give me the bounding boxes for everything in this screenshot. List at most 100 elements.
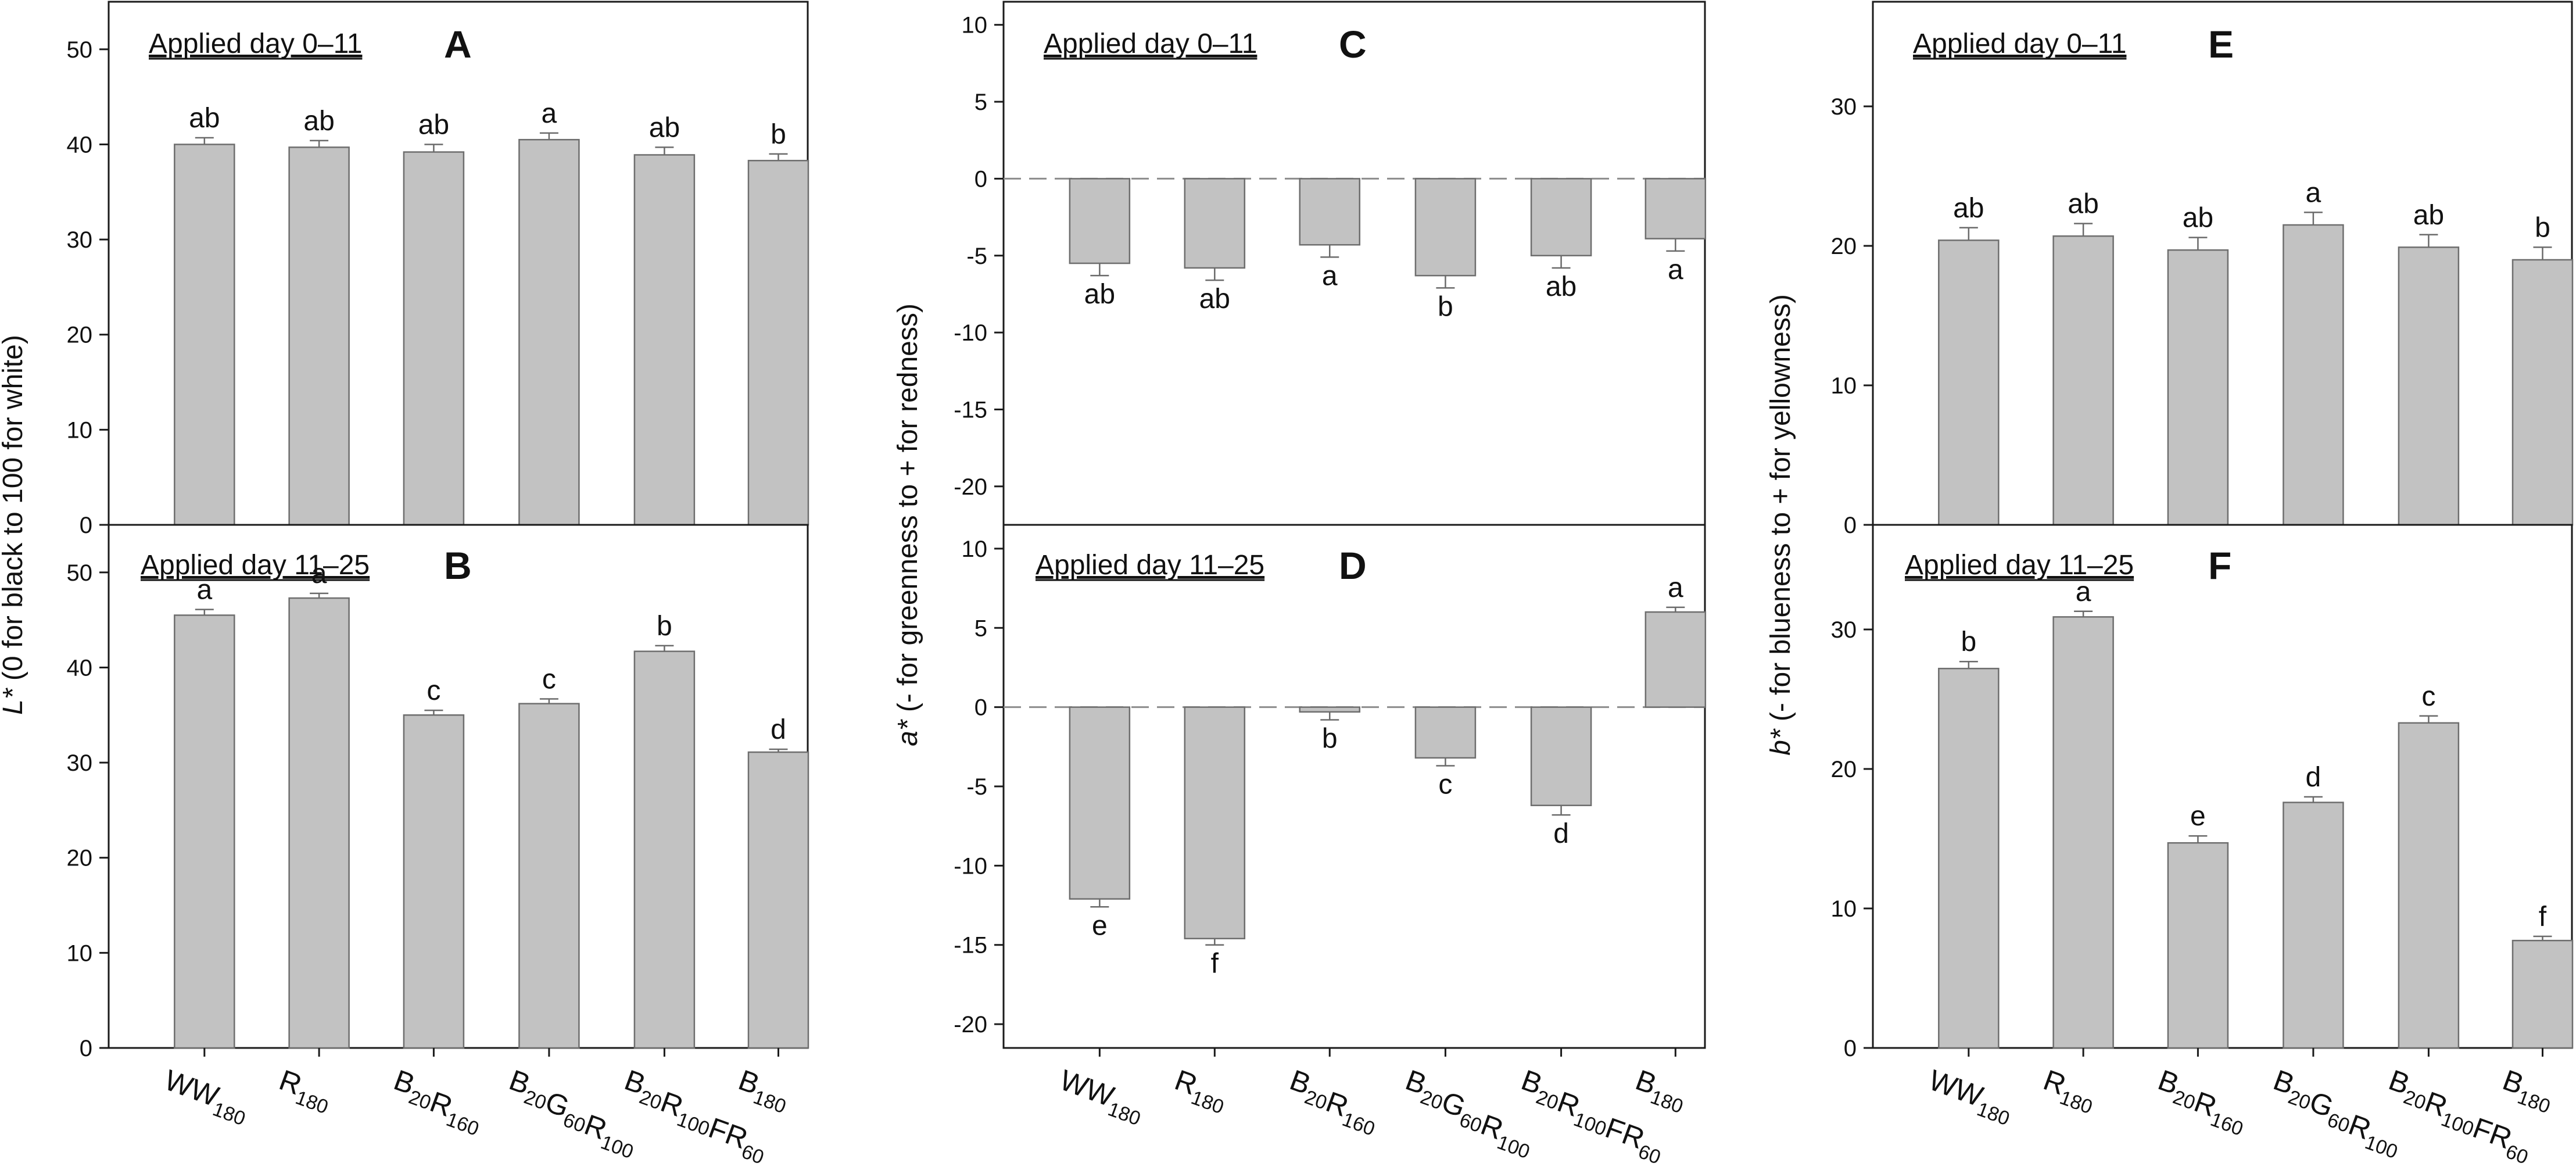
significance-letter: ab — [1546, 271, 1577, 302]
bar — [2052, 616, 2114, 1049]
significance-letter: b — [1322, 723, 1338, 754]
significance-letter: f — [2539, 901, 2547, 932]
significance-letter: e — [2190, 801, 2206, 832]
y-axis-label-text: (0 for black to 100 for white) — [0, 335, 28, 688]
x-tick-label: R180 — [1169, 1064, 1233, 1119]
significance-letter: f — [1211, 949, 1219, 979]
x-tick-sub: 180 — [1105, 1098, 1144, 1130]
y-axis-label-symbol: a* — [893, 719, 923, 746]
significance-letter: b — [657, 611, 672, 642]
bar — [1530, 706, 1592, 806]
bar — [1530, 178, 1592, 257]
x-tick-label: R180 — [2037, 1064, 2101, 1119]
bar — [1645, 178, 1707, 239]
significance-letter: a — [1668, 255, 1683, 285]
y-tick-label: -20 — [954, 474, 987, 500]
significance-letter: a — [1322, 260, 1338, 291]
panel-F: 0 10 20 30 b a e d c f Applied day 11–25 F — [1831, 524, 2574, 1061]
y-tick-label: -5 — [966, 244, 987, 269]
x-tick-sub: 100 — [2362, 1131, 2401, 1163]
panel-title: Applied day 0–11 — [1913, 28, 2126, 59]
bar — [1938, 239, 2000, 526]
panel-letter: A — [444, 23, 472, 66]
y-tick-label: -20 — [954, 1012, 987, 1037]
y-axis-label-symbol: b* — [1765, 728, 1796, 756]
y-tick-label: 0 — [1844, 1036, 1857, 1061]
bar — [403, 151, 465, 526]
x-tick-label: B20G60R100 — [2262, 1064, 2412, 1164]
bar — [1069, 706, 1131, 900]
significance-letter: ab — [649, 112, 680, 143]
bar — [633, 650, 696, 1049]
y-tick-label: -10 — [954, 320, 987, 346]
y-tick-label: 20 — [1831, 757, 1857, 782]
significance-letter: d — [1553, 818, 1569, 849]
bar — [2511, 259, 2574, 526]
significance-letter: a — [311, 559, 327, 589]
significance-letter: ab — [1199, 284, 1230, 314]
y-tick-label: 10 — [67, 417, 93, 443]
x-tick-label: R180 — [273, 1064, 337, 1119]
x-tick-sub: 180 — [750, 1086, 789, 1118]
significance-letter: a — [2076, 577, 2091, 607]
y-tick-label: 0 — [974, 166, 987, 192]
panel-title: Applied day 11–25 — [1036, 550, 1264, 581]
y-tick-label: 10 — [1831, 896, 1857, 922]
panel-title: Applied day 11–25 — [1905, 550, 2134, 581]
significance-letter: ab — [2413, 200, 2444, 231]
y-tick-label: 5 — [974, 616, 987, 641]
significance-letter: b — [1438, 291, 1453, 322]
bar — [174, 144, 235, 526]
x-tick-label: B180 — [732, 1064, 795, 1118]
significance-letter: ab — [189, 103, 220, 134]
y-axis-label-symbol: L* — [0, 688, 28, 715]
x-tick-label: B180 — [1629, 1064, 1692, 1118]
y-tick-label: 20 — [67, 846, 93, 871]
y-tick-label: 50 — [67, 37, 93, 63]
bar — [2283, 802, 2344, 1049]
significance-letter: a — [2306, 177, 2321, 208]
x-tick-sub: 160 — [2208, 1108, 2246, 1140]
x-tick-sub: 180 — [210, 1098, 248, 1130]
significance-letter: ab — [303, 106, 334, 137]
y-tick-label: -15 — [954, 933, 987, 958]
x-tick-label: WW180 — [1922, 1064, 2018, 1130]
y-tick-label: 20 — [1831, 234, 1857, 259]
x-tick-label: WW180 — [158, 1064, 254, 1130]
x-tick-sub: 160 — [1339, 1108, 1378, 1140]
y-axis-label: L* (0 for black to 100 for white) — [0, 335, 28, 715]
significance-letter: b — [1961, 627, 1976, 657]
bar — [288, 146, 350, 526]
panel-letter: F — [2208, 544, 2231, 587]
significance-letter: c — [1438, 770, 1452, 800]
panel-title: Applied day 0–11 — [1044, 28, 1257, 59]
x-tick-label: B20G60R100 — [1393, 1064, 1544, 1164]
significance-letter: b — [771, 119, 786, 150]
y-axis-label-text: (- for greenness to + for redness) — [893, 303, 923, 720]
bar — [2283, 224, 2344, 526]
bar — [1184, 178, 1246, 269]
x-tick-label: B20R160 — [385, 1064, 490, 1140]
bar — [2167, 249, 2229, 526]
significance-letter: d — [2306, 762, 2321, 793]
y-tick-label: 50 — [67, 560, 93, 586]
y-tick-label: 10 — [962, 536, 988, 562]
x-tick-sub: 160 — [443, 1108, 482, 1140]
x-tick-sub: 180 — [2057, 1086, 2095, 1118]
significance-letter: b — [2535, 212, 2550, 243]
y-tick-label: 0 — [80, 1036, 92, 1061]
y-tick-label: 30 — [1831, 617, 1857, 643]
x-tick-sub: 180 — [1188, 1086, 1227, 1118]
bar — [288, 597, 350, 1049]
y-tick-label: 30 — [1831, 94, 1857, 120]
panel-A: 0 10 20 30 40 50 ab ab ab a ab b Applied day 0–11 A — [67, 1, 809, 538]
x-tick-sub: 180 — [1647, 1086, 1686, 1118]
panel-D: -20 -15 -10 -5 0 5 10 e f b c d a Applied day 11–25 D — [954, 524, 1707, 1049]
panel-letter: B — [444, 544, 472, 587]
x-tick-label: B20R160 — [1281, 1064, 1386, 1140]
significance-letter: c — [2421, 681, 2435, 712]
y-tick-label: 0 — [974, 695, 987, 721]
panel-title: Applied day 0–11 — [149, 28, 362, 59]
